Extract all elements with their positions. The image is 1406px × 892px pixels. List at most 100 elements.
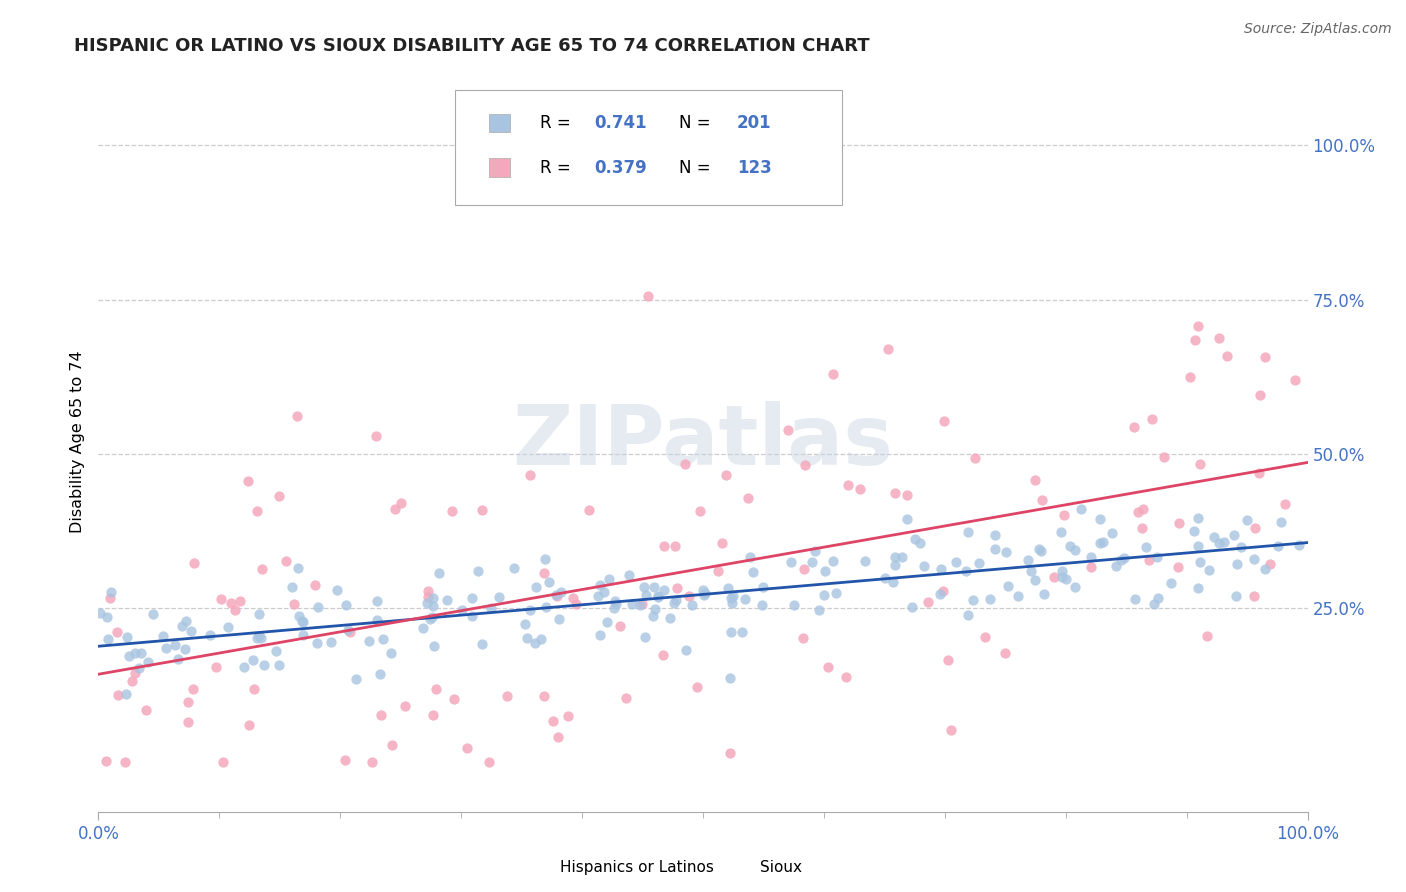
Point <box>693 588 716 602</box>
Point <box>738 550 761 565</box>
Point <box>1114 550 1136 565</box>
Point <box>984 541 1007 556</box>
Point <box>1254 562 1277 576</box>
Point <box>97 632 120 647</box>
Point <box>238 474 260 488</box>
Point <box>136 655 159 669</box>
Point <box>135 703 157 717</box>
Point <box>537 575 560 590</box>
Point <box>366 613 388 627</box>
Point <box>479 600 502 615</box>
Point <box>1050 525 1073 540</box>
Point <box>412 621 434 635</box>
Text: 0.741: 0.741 <box>595 114 647 132</box>
Point <box>614 691 637 706</box>
Point <box>420 610 443 624</box>
Point <box>578 503 600 517</box>
Point <box>467 565 489 579</box>
Point <box>523 635 546 649</box>
Point <box>1053 508 1076 522</box>
Text: Hispanics or Latinos: Hispanics or Latinos <box>561 860 714 875</box>
Point <box>1249 388 1271 402</box>
Point <box>1050 564 1073 578</box>
Point <box>801 555 824 569</box>
FancyBboxPatch shape <box>489 114 510 132</box>
Point <box>1146 549 1168 564</box>
Point <box>370 707 392 722</box>
Point <box>1223 527 1246 541</box>
Point <box>548 612 571 626</box>
Point <box>176 715 198 730</box>
Point <box>117 630 139 644</box>
Point <box>779 555 801 569</box>
Point <box>366 593 388 607</box>
Point <box>1236 513 1258 527</box>
FancyBboxPatch shape <box>489 159 510 177</box>
FancyBboxPatch shape <box>727 857 754 877</box>
Point <box>124 647 146 661</box>
Point <box>782 598 804 612</box>
Point <box>131 646 153 660</box>
Point <box>478 756 501 770</box>
Point <box>416 590 439 604</box>
Point <box>824 586 846 600</box>
Point <box>242 653 264 667</box>
Point <box>1187 539 1209 553</box>
Point <box>1019 564 1042 578</box>
Point <box>384 502 406 516</box>
Point <box>617 567 640 582</box>
Point <box>706 564 728 578</box>
Point <box>664 540 686 554</box>
Point <box>945 555 967 569</box>
Point <box>217 620 239 634</box>
Point <box>652 539 675 553</box>
Point <box>1202 530 1225 544</box>
Point <box>603 594 626 608</box>
Point <box>557 708 579 723</box>
Point <box>1126 505 1149 519</box>
Point <box>1007 590 1029 604</box>
Point <box>974 630 997 644</box>
Point <box>98 591 121 605</box>
Point <box>419 612 441 626</box>
Point <box>605 598 627 612</box>
Point <box>1123 591 1146 606</box>
Point <box>364 429 387 443</box>
Point <box>416 596 439 610</box>
FancyBboxPatch shape <box>456 90 842 204</box>
Point <box>205 660 228 674</box>
Point <box>533 566 555 580</box>
Point <box>1130 521 1153 535</box>
Point <box>793 562 815 576</box>
Point <box>936 653 959 667</box>
Point <box>249 629 271 643</box>
Text: N =: N = <box>679 159 716 177</box>
Point <box>461 591 484 605</box>
Point <box>534 551 557 566</box>
Point <box>1031 492 1053 507</box>
Point <box>1188 555 1211 569</box>
Point <box>734 592 756 607</box>
Point <box>903 532 925 546</box>
Point <box>737 491 759 505</box>
Point <box>1198 563 1220 577</box>
Point <box>1184 334 1206 348</box>
Point <box>1230 541 1253 555</box>
Point <box>304 578 326 592</box>
Y-axis label: Disability Age 65 to 74: Disability Age 65 to 74 <box>69 351 84 533</box>
Point <box>335 753 357 767</box>
Point <box>637 289 659 303</box>
Point <box>1197 629 1219 643</box>
Point <box>1042 570 1064 584</box>
Point <box>595 615 617 630</box>
Point <box>335 599 357 613</box>
Point <box>721 595 744 609</box>
Point <box>678 589 700 603</box>
Point <box>269 658 291 673</box>
Point <box>628 598 651 612</box>
Point <box>471 503 494 517</box>
Point <box>1178 369 1201 384</box>
Point <box>443 691 465 706</box>
Point <box>107 688 129 702</box>
Point <box>1080 559 1102 574</box>
